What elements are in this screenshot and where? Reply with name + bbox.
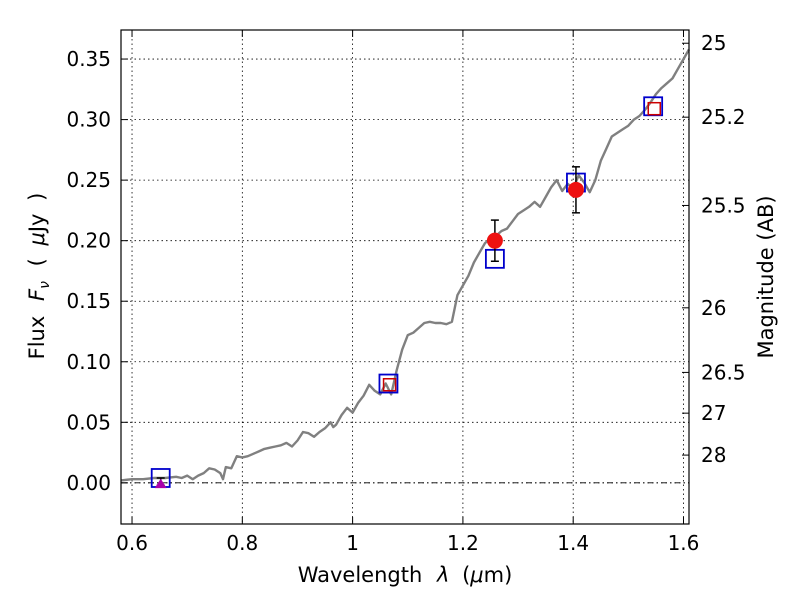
y-axis-label-prefix: Flux (25, 316, 49, 360)
y-axis-label-unit-open: ( (25, 258, 49, 266)
y2-tick-label: 26 (701, 296, 726, 320)
y-tick-label: 0.25 (66, 168, 111, 192)
observed-flux-point (567, 181, 584, 198)
grid-lines (121, 30, 689, 524)
y-tick-label: 0.10 (66, 350, 111, 374)
x-axis-label-unit-open: ( (462, 563, 470, 587)
model-photometry-point (378, 373, 399, 394)
x-tick-label: 1.2 (447, 531, 479, 555)
data-series (120, 48, 691, 489)
y-tick-label: 0.30 (66, 108, 111, 132)
upper-limit-marker (154, 478, 167, 489)
x-tick-label: 0.8 (226, 531, 258, 555)
x-axis-label-prefix: Wavelength (298, 563, 423, 587)
y-axis-label: Flux Fν ( μJy ) (25, 193, 54, 360)
y2-tick-label: 25.2 (701, 105, 746, 129)
plot-frame (120, 29, 690, 525)
observed-flux-point (486, 232, 503, 249)
alt-photometry-point (647, 101, 662, 116)
y2-tick-label: 25.5 (701, 193, 746, 217)
y-tick-label: 0.05 (66, 410, 111, 434)
axis-ticks: 0.6 0.8 1 1.2 1.4 1.6 0.00 0.05 0.10 0.15 0.20 0.25… (66, 30, 746, 555)
x-tick-label: 1.4 (557, 531, 589, 555)
x-axis-label: Wavelength λ (μm) (298, 563, 513, 587)
x-tick-label: 1 (346, 531, 359, 555)
y-axis-label-symbol: F (25, 288, 49, 301)
x-tick-label: 0.6 (116, 531, 148, 555)
x-axis-label-unit-mu: μ (469, 563, 483, 587)
y2-tick-label: 27 (701, 401, 726, 425)
y-tick-label: 0.35 (66, 47, 111, 71)
y2-tick-label: 26.5 (701, 360, 746, 384)
y2-axis-label: Magnitude (AB) (754, 195, 778, 358)
alt-photometry-point (382, 378, 397, 392)
y-axis-label-unit-rest: Jy (25, 214, 49, 235)
y2-tick-label: 28 (701, 443, 726, 467)
y2-tick-label: 25 (701, 31, 726, 55)
x-axis-label-unit-rest: m) (484, 563, 513, 587)
y-tick-label: 0.15 (66, 289, 111, 313)
x-tick-label: 1.6 (668, 531, 700, 555)
y-axis-label-unit-mu: μ (25, 232, 49, 246)
y-tick-label: 0.00 (66, 471, 111, 495)
y-tick-label: 0.20 (66, 229, 111, 253)
x-axis-label-symbol: λ (436, 563, 449, 587)
y-axis-label-subscript: ν (37, 281, 53, 289)
model-spectrum-line (120, 48, 691, 482)
y-axis-label-unit-close: ) (25, 193, 49, 201)
